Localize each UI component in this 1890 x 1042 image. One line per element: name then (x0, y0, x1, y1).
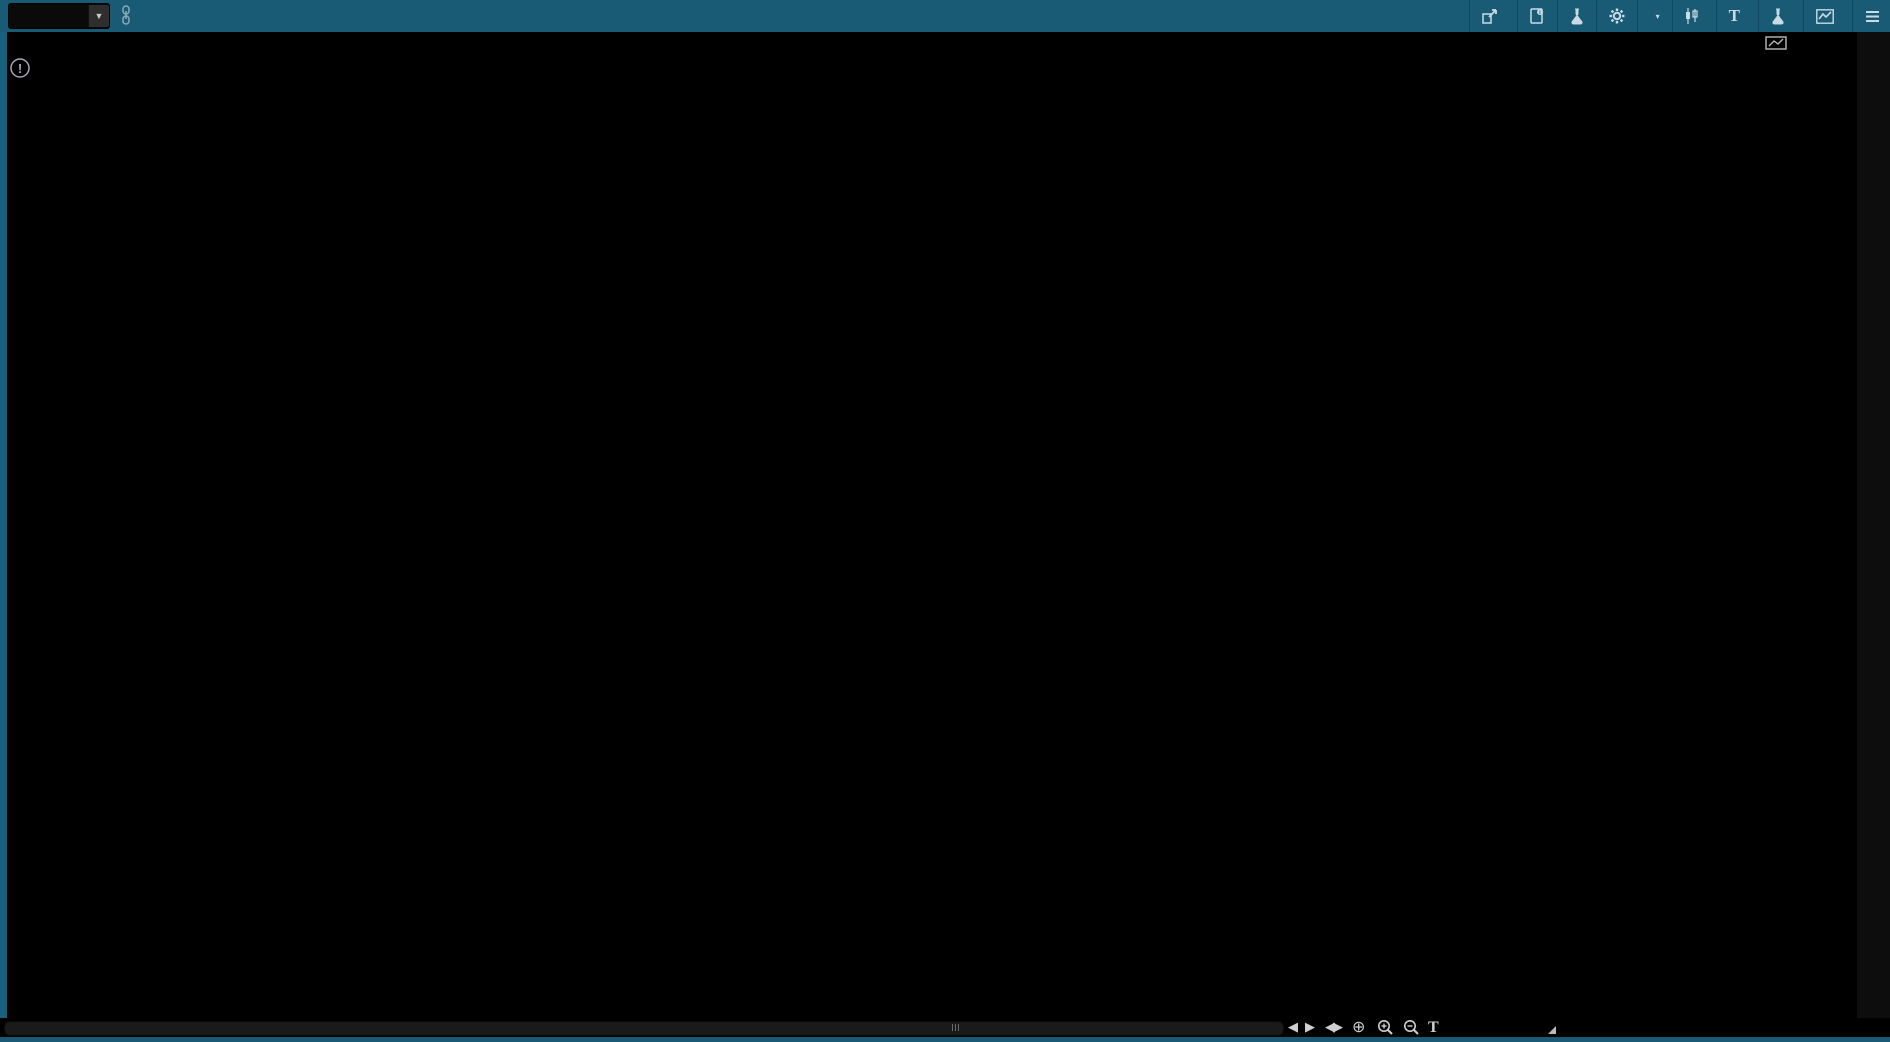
pan-right-icon[interactable]: ▶ (1305, 1019, 1315, 1034)
settings-button[interactable] (1595, 0, 1637, 32)
price-chart[interactable]: ! (7, 54, 1757, 995)
scrollbar-grip[interactable] (952, 1024, 959, 1031)
symbol-link-icon[interactable] (120, 4, 132, 28)
menu-button[interactable] (1852, 0, 1890, 32)
alert-icon (10, 58, 30, 78)
studies-button[interactable] (1758, 0, 1803, 32)
top-toolbar: ▼ i ▾ (0, 0, 1890, 32)
timeframe-button[interactable]: ▾ (1636, 0, 1672, 32)
svg-text:i: i (1539, 10, 1541, 16)
bottom-accent-strip (0, 1037, 1890, 1042)
zoom-in-icon[interactable] (1376, 1019, 1394, 1040)
chevron-down-icon[interactable]: ▼ (88, 5, 109, 27)
candlestick-icon (1685, 8, 1698, 24)
svg-text:!: ! (18, 61, 22, 76)
expand-horizontal-icon[interactable]: ◀▶ (1325, 1019, 1343, 1034)
share-button[interactable] (1468, 0, 1517, 32)
patterns-button[interactable] (1803, 0, 1852, 32)
news-document-icon: i (1529, 8, 1543, 24)
resize-corner-icon[interactable] (1548, 1026, 1556, 1034)
pattern-zigzag-icon (1816, 8, 1834, 24)
zoom-out-icon[interactable] (1402, 1019, 1420, 1040)
price-axis[interactable] (1757, 32, 1857, 1018)
drawings-button[interactable]: T (1715, 0, 1758, 32)
maximize-chart-icon[interactable] (1765, 36, 1787, 55)
beaker-icon (1571, 8, 1583, 24)
text-tool-icon[interactable]: T (1428, 1019, 1439, 1036)
gadget-sidebar (1857, 32, 1890, 1042)
news-button[interactable]: i (1516, 0, 1557, 32)
chart-header (0, 32, 1757, 54)
chart-scrollbar[interactable] (4, 1021, 1284, 1036)
style-button[interactable] (1671, 0, 1716, 32)
analyze-button[interactable] (1556, 0, 1596, 32)
gear-icon (1609, 8, 1625, 24)
caret-down-icon: ▾ (1655, 11, 1660, 21)
symbol-combobox[interactable]: ▼ (8, 3, 110, 29)
beaker-icon (1772, 8, 1784, 24)
hamburger-menu-icon (1866, 10, 1879, 22)
letter-T-icon: T (1728, 6, 1740, 25)
crosshair-icon[interactable]: ⊕ (1352, 1019, 1366, 1036)
share-icon (1481, 8, 1497, 24)
left-edge-strip (0, 32, 7, 1037)
pan-left-icon[interactable]: ◀ (1288, 1019, 1298, 1034)
